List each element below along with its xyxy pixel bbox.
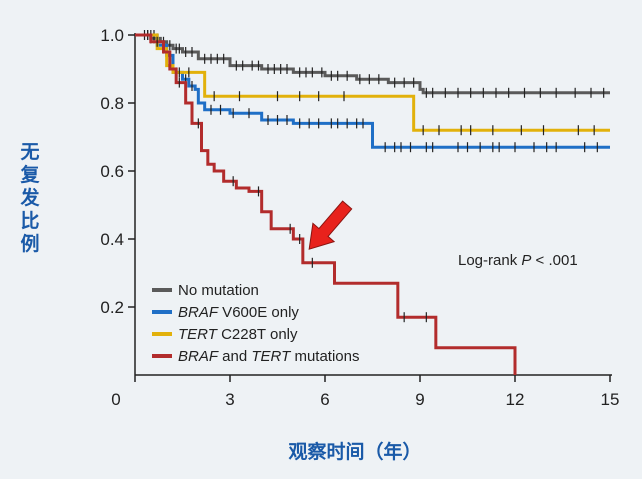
x-axis-label: 观察时间（年） bbox=[288, 440, 421, 463]
y-tick-label: 1.0 bbox=[100, 26, 124, 45]
legend-label: BRAF V600E only bbox=[178, 304, 299, 321]
series-0 bbox=[135, 30, 610, 98]
legend: No mutation BRAF V600E only TERT C228T onl… bbox=[152, 282, 360, 365]
series-layer bbox=[135, 30, 610, 375]
y-axis-label-char: 发 bbox=[19, 186, 40, 209]
series-3 bbox=[135, 33, 517, 375]
x-ticks: 0 3 6 9 12 15 bbox=[111, 375, 619, 409]
x-tick-label: 0 bbox=[111, 390, 120, 409]
x-tick-label: 12 bbox=[506, 390, 525, 409]
legend-label: BRAF and TERT mutations bbox=[178, 348, 360, 365]
ghost-text bbox=[328, 423, 332, 440]
axes: 0.2 0.4 0.6 0.8 1.0 0 3 6 9 12 15 bbox=[100, 26, 619, 409]
y-ticks: 0.2 0.4 0.6 0.8 1.0 bbox=[100, 26, 135, 317]
x-tick-label: 9 bbox=[415, 390, 424, 409]
logrank-annotation: Log-rank P < .001 bbox=[458, 252, 578, 269]
series-1 bbox=[135, 30, 610, 153]
x-tick-label: 15 bbox=[601, 390, 620, 409]
logrank-suffix: < .001 bbox=[531, 252, 577, 269]
red-arrow bbox=[308, 200, 353, 250]
y-tick-label: 0.2 bbox=[100, 298, 124, 317]
y-tick-label: 0.4 bbox=[100, 230, 124, 249]
series-line bbox=[135, 33, 610, 132]
y-axis-label-char: 无 bbox=[20, 141, 39, 163]
legend-label: TERT C228T only bbox=[178, 326, 298, 343]
red-arrow-shape bbox=[308, 200, 353, 250]
y-tick-label: 0.6 bbox=[100, 162, 124, 181]
series-line bbox=[135, 33, 610, 95]
y-axis-label-char: 比 bbox=[20, 210, 39, 232]
series-line bbox=[135, 33, 517, 375]
logrank-p: P bbox=[521, 252, 531, 269]
series-2 bbox=[135, 30, 610, 136]
y-tick-label: 0.8 bbox=[100, 94, 124, 113]
y-axis-label-char: 复 bbox=[19, 163, 40, 186]
x-tick-label: 6 bbox=[320, 390, 329, 409]
x-tick-label: 3 bbox=[225, 390, 234, 409]
legend-label: No mutation bbox=[178, 282, 259, 299]
logrank-prefix: Log-rank bbox=[458, 252, 521, 269]
y-axis-label-char: 例 bbox=[20, 232, 39, 255]
